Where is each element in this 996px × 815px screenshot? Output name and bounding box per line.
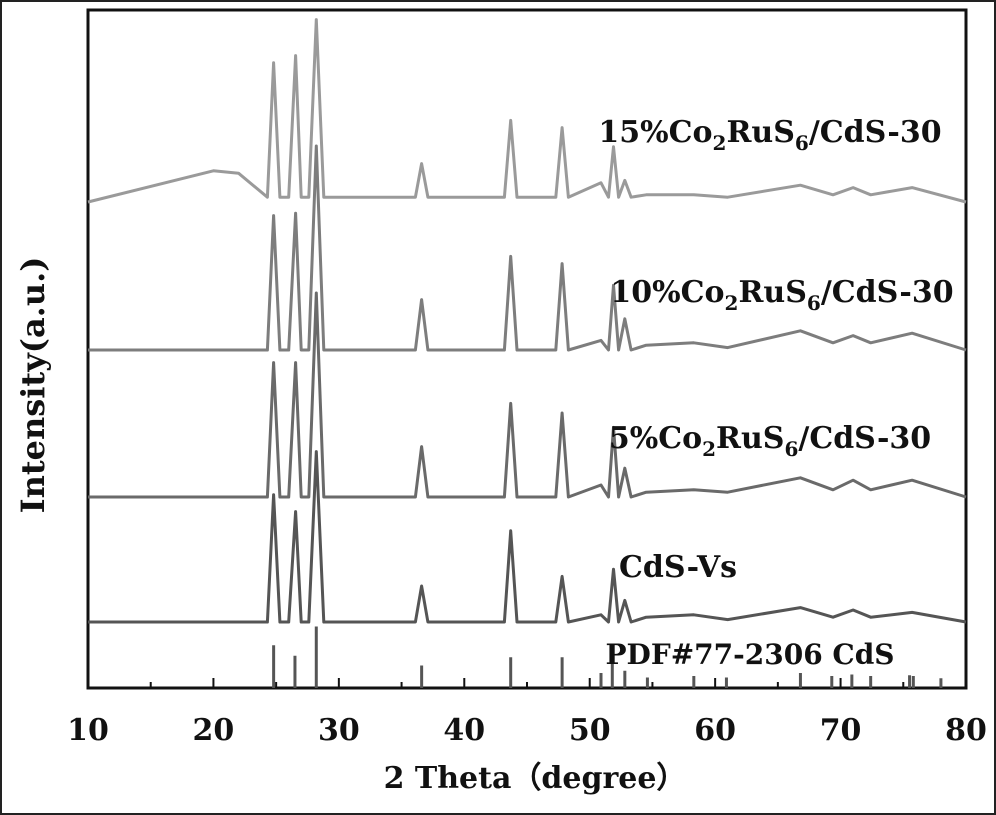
series-layer bbox=[87, 18, 967, 624]
x-tick-label: 50 bbox=[569, 713, 611, 748]
x-tick-label: 40 bbox=[443, 713, 485, 748]
x-tick-label: 30 bbox=[318, 713, 360, 748]
series-line-2 bbox=[88, 291, 967, 499]
x-tick-label: 80 bbox=[945, 713, 987, 748]
x-axis-label: 2 Theta（degree） bbox=[384, 761, 687, 796]
x-axis-ticks: 10 20 30 40 50 60 70 80 bbox=[67, 678, 987, 748]
series-labels: 15%Co2RuS6/CdS-30 10%Co2RuS6/CdS-30 5%Co2R… bbox=[598, 115, 953, 671]
reference-peaks bbox=[272, 626, 943, 688]
series-label-2: 5%Co2RuS6/CdS-30 bbox=[609, 421, 931, 461]
series-label-0: 15%Co2RuS6/CdS-30 bbox=[598, 115, 941, 155]
series-label-1: 10%Co2RuS6/CdS-30 bbox=[610, 275, 953, 315]
series-line-3 bbox=[88, 450, 967, 624]
x-tick-label: 60 bbox=[694, 713, 736, 748]
x-tick-label: 70 bbox=[820, 713, 862, 748]
y-axis-label: Intensity(a.u.) bbox=[14, 257, 52, 514]
x-tick-label: 20 bbox=[193, 713, 235, 748]
x-tick-label: 10 bbox=[67, 713, 109, 748]
series-line-1 bbox=[88, 144, 967, 352]
reference-label: PDF#77-2306 CdS bbox=[605, 638, 894, 671]
series-label-3: CdS-Vs bbox=[619, 550, 737, 585]
series-line-0 bbox=[87, 18, 967, 204]
